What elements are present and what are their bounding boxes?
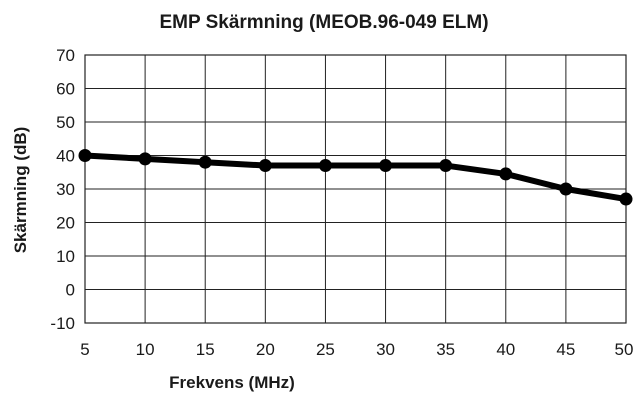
data-point: [619, 192, 633, 206]
y-tick-label: 30: [56, 180, 75, 199]
x-tick-label: 45: [556, 340, 575, 359]
series-layer: [78, 149, 633, 206]
data-point: [318, 159, 332, 173]
y-tick-label: 10: [56, 247, 75, 266]
data-point: [138, 152, 152, 166]
data-point: [379, 159, 393, 173]
x-tick-label: 5: [80, 340, 89, 359]
x-tick-label: 15: [196, 340, 215, 359]
y-tick-label: 0: [66, 281, 75, 300]
data-point: [559, 182, 573, 196]
data-point: [439, 159, 453, 173]
x-tick-label: 35: [436, 340, 455, 359]
data-point: [499, 167, 513, 181]
x-axis-label: Frekvens (MHz): [169, 373, 295, 392]
x-axis-ticks: 5 10 15 20 25 30 35 40 45 50: [80, 340, 633, 359]
y-tick-label: 50: [56, 113, 75, 132]
data-point: [78, 149, 92, 162]
data-point: [258, 159, 272, 173]
x-tick-label: 10: [136, 340, 155, 359]
x-tick-label: 20: [256, 340, 275, 359]
y-tick-label: -10: [50, 314, 75, 333]
x-tick-label: 50: [615, 340, 634, 359]
y-axis-label: Skärmning (dB): [11, 127, 30, 254]
y-tick-label: 60: [56, 80, 75, 99]
plot-frame: [84, 54, 627, 324]
series-line: [82, 152, 629, 203]
y-tick-label: 20: [56, 214, 75, 233]
data-point: [198, 155, 212, 169]
x-tick-label: 25: [316, 340, 335, 359]
x-tick-label: 30: [376, 340, 395, 359]
y-tick-label: 40: [56, 147, 75, 166]
x-tick-label: 40: [496, 340, 515, 359]
y-tick-label: 70: [56, 46, 75, 65]
grid: [84, 54, 627, 324]
y-axis-ticks: -10 0 10 20 30 40 50 60 70: [50, 46, 75, 333]
chart-title: EMP Skärmning (MEOB.96-049 ELM): [159, 12, 488, 33]
